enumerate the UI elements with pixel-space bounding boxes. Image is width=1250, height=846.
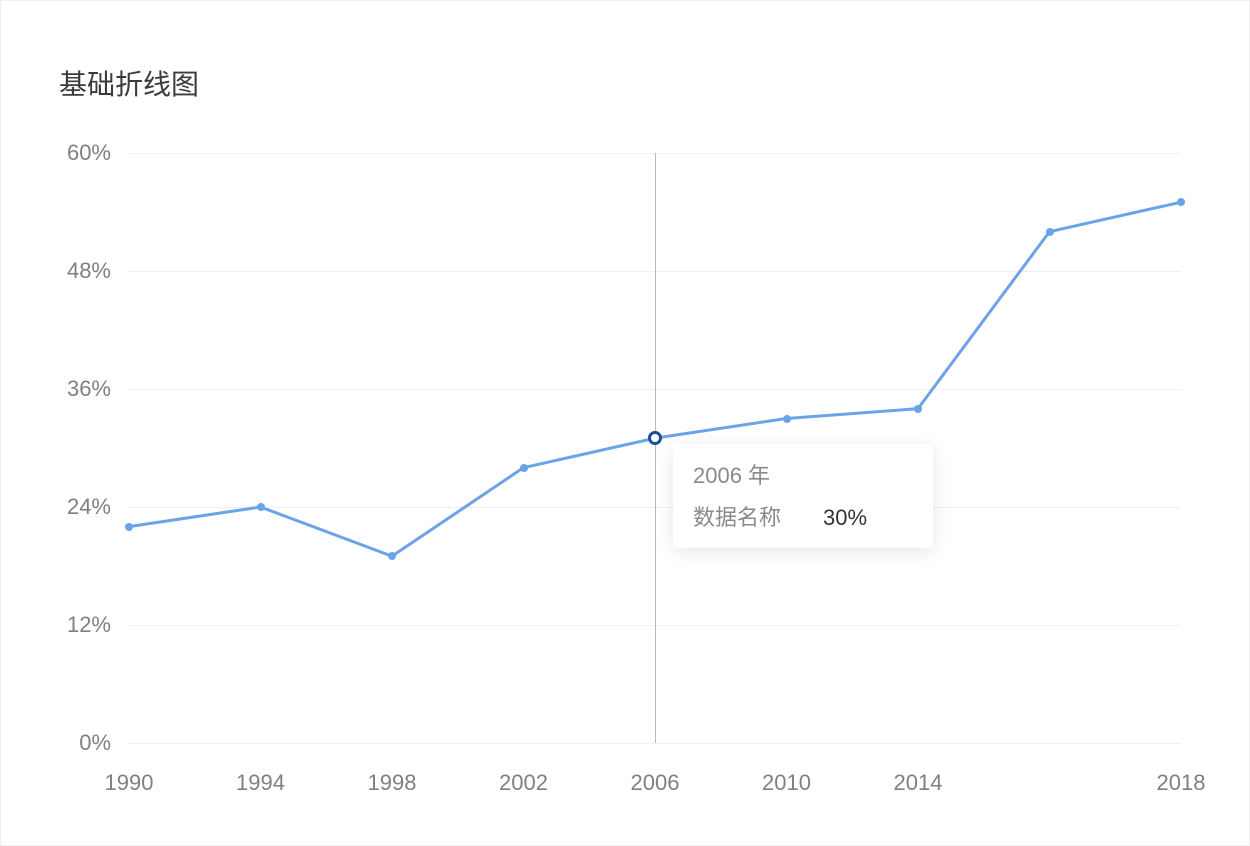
data-point[interactable] [257, 503, 265, 511]
x-tick-label: 1998 [368, 770, 417, 796]
plot-area[interactable]: 0%12%24%36%48%60%19901994199820022006201… [129, 153, 1181, 743]
tooltip-title: 2006 年 [693, 458, 913, 490]
data-point[interactable] [125, 523, 133, 531]
tooltip-series-label: 数据名称 [693, 500, 781, 532]
tooltip: 2006 年数据名称 30% [673, 444, 933, 548]
x-tick-label: 1994 [236, 770, 285, 796]
line-series [129, 153, 1181, 743]
data-point[interactable] [783, 415, 791, 423]
gridline [129, 743, 1181, 744]
tooltip-row: 数据名称 30% [693, 500, 913, 532]
data-point[interactable] [520, 464, 528, 472]
data-point-highlight[interactable] [648, 431, 662, 445]
x-tick-label: 2018 [1157, 770, 1206, 796]
data-point[interactable] [388, 552, 396, 560]
y-tick-label: 60% [41, 140, 111, 166]
data-point[interactable] [1177, 198, 1185, 206]
x-tick-label: 2002 [499, 770, 548, 796]
tooltip-value: 30% [823, 505, 867, 531]
chart-card: 基础折线图 0%12%24%36%48%60%19901994199820022… [0, 0, 1250, 846]
y-tick-label: 48% [41, 258, 111, 284]
chart-title: 基础折线图 [59, 63, 199, 103]
x-tick-label: 2010 [762, 770, 811, 796]
x-tick-label: 1990 [105, 770, 154, 796]
x-tick-label: 2014 [894, 770, 943, 796]
y-tick-label: 12% [41, 612, 111, 638]
y-tick-label: 36% [41, 376, 111, 402]
y-tick-label: 0% [41, 730, 111, 756]
y-tick-label: 24% [41, 494, 111, 520]
data-point[interactable] [914, 405, 922, 413]
data-point[interactable] [1046, 228, 1054, 236]
x-tick-label: 2006 [631, 770, 680, 796]
